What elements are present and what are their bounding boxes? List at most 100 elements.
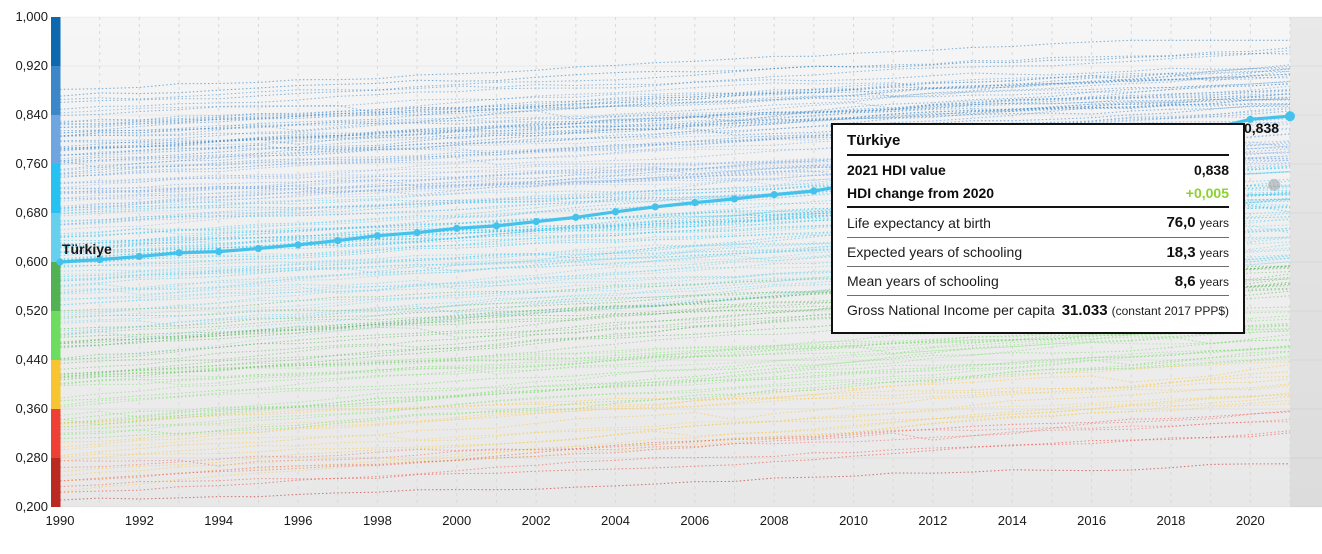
country-line[interactable] bbox=[60, 267, 1290, 360]
country-line[interactable] bbox=[60, 345, 1290, 424]
country-line[interactable] bbox=[60, 350, 1290, 421]
country-line[interactable] bbox=[60, 141, 1290, 226]
country-line[interactable] bbox=[60, 266, 1290, 348]
highlight-series-marker[interactable] bbox=[453, 224, 461, 232]
country-line[interactable] bbox=[60, 378, 1290, 424]
country-line[interactable] bbox=[60, 70, 1290, 138]
country-line[interactable] bbox=[60, 106, 1290, 175]
country-line[interactable] bbox=[60, 430, 1290, 488]
country-line[interactable] bbox=[60, 411, 1290, 482]
country-line[interactable] bbox=[60, 73, 1290, 117]
country-line[interactable] bbox=[60, 159, 1290, 253]
country-line[interactable] bbox=[60, 49, 1290, 110]
country-line[interactable] bbox=[60, 211, 1290, 290]
country-line[interactable] bbox=[60, 277, 1290, 370]
highlight-series-marker[interactable] bbox=[373, 232, 382, 240]
highlight-series-marker[interactable] bbox=[611, 208, 620, 216]
country-line[interactable] bbox=[60, 394, 1290, 462]
country-line[interactable] bbox=[60, 344, 1290, 434]
country-line[interactable] bbox=[60, 219, 1290, 316]
country-line[interactable] bbox=[60, 355, 1290, 435]
country-line[interactable] bbox=[60, 159, 1290, 199]
country-line[interactable] bbox=[60, 393, 1290, 451]
country-line[interactable] bbox=[60, 215, 1290, 294]
country-line[interactable] bbox=[60, 198, 1290, 239]
country-line[interactable] bbox=[60, 93, 1290, 150]
country-line[interactable] bbox=[60, 347, 1290, 426]
country-line[interactable] bbox=[60, 399, 1290, 458]
country-line[interactable] bbox=[60, 421, 1290, 468]
country-line[interactable] bbox=[60, 330, 1290, 376]
country-line[interactable] bbox=[60, 328, 1290, 385]
highlight-series-marker[interactable] bbox=[56, 258, 64, 266]
country-line[interactable] bbox=[60, 364, 1290, 443]
country-line[interactable] bbox=[60, 52, 1290, 97]
country-line[interactable] bbox=[60, 103, 1290, 156]
highlight-series-marker[interactable] bbox=[691, 198, 699, 207]
country-line[interactable] bbox=[60, 261, 1290, 327]
country-line[interactable] bbox=[60, 257, 1290, 349]
highlight-series-marker[interactable] bbox=[532, 217, 540, 226]
country-line[interactable] bbox=[60, 339, 1290, 402]
country-line[interactable] bbox=[60, 271, 1290, 343]
country-line[interactable] bbox=[60, 273, 1290, 364]
country-line[interactable] bbox=[60, 224, 1290, 302]
country-line[interactable] bbox=[60, 152, 1290, 196]
country-line[interactable] bbox=[60, 324, 1290, 418]
country-line[interactable] bbox=[60, 290, 1290, 381]
country-line[interactable] bbox=[60, 93, 1290, 157]
country-line[interactable] bbox=[60, 217, 1290, 296]
country-line[interactable] bbox=[60, 96, 1290, 151]
highlight-series-marker[interactable] bbox=[135, 252, 143, 261]
highlight-series-marker[interactable] bbox=[770, 191, 778, 199]
country-line[interactable] bbox=[60, 249, 1290, 332]
country-line[interactable] bbox=[60, 75, 1290, 114]
highlight-series-marker[interactable] bbox=[254, 244, 262, 253]
country-line[interactable] bbox=[60, 351, 1290, 440]
country-line[interactable] bbox=[60, 157, 1290, 200]
country-line[interactable] bbox=[60, 185, 1290, 256]
country-line[interactable] bbox=[60, 385, 1290, 428]
highlight-series-marker[interactable] bbox=[215, 247, 223, 256]
country-line[interactable] bbox=[60, 329, 1290, 424]
country-line[interactable] bbox=[60, 410, 1290, 482]
country-line[interactable] bbox=[60, 395, 1290, 477]
country-line[interactable] bbox=[60, 361, 1290, 448]
highlight-series-marker[interactable] bbox=[810, 187, 818, 195]
country-line[interactable] bbox=[60, 103, 1290, 140]
country-line[interactable] bbox=[60, 170, 1290, 210]
highlight-series-marker[interactable] bbox=[730, 195, 739, 203]
country-line[interactable] bbox=[60, 64, 1290, 137]
country-line[interactable] bbox=[60, 67, 1290, 101]
country-line[interactable] bbox=[60, 85, 1290, 160]
country-line[interactable] bbox=[60, 327, 1290, 386]
country-line[interactable] bbox=[60, 47, 1290, 103]
country-line[interactable] bbox=[60, 90, 1290, 152]
country-line[interactable] bbox=[60, 371, 1290, 457]
country-line[interactable] bbox=[60, 150, 1290, 217]
highlight-series-marker[interactable] bbox=[413, 229, 421, 237]
country-line[interactable] bbox=[60, 432, 1290, 493]
country-line[interactable] bbox=[60, 346, 1290, 408]
country-line[interactable] bbox=[60, 171, 1290, 211]
country-line[interactable] bbox=[60, 145, 1290, 231]
country-line[interactable] bbox=[60, 357, 1290, 431]
country-line[interactable] bbox=[60, 83, 1290, 126]
highlight-series-marker[interactable] bbox=[175, 249, 183, 257]
country-line[interactable] bbox=[60, 98, 1290, 171]
highlight-series-marker[interactable] bbox=[334, 236, 342, 245]
country-line[interactable] bbox=[60, 67, 1290, 128]
country-line[interactable] bbox=[60, 334, 1290, 428]
country-line[interactable] bbox=[60, 110, 1290, 174]
country-line[interactable] bbox=[60, 80, 1290, 150]
country-line[interactable] bbox=[60, 133, 1290, 213]
highlight-series-marker[interactable] bbox=[492, 222, 501, 230]
country-line[interactable] bbox=[60, 72, 1290, 132]
country-line[interactable] bbox=[60, 276, 1290, 375]
country-line[interactable] bbox=[60, 403, 1290, 493]
highlight-series-marker[interactable] bbox=[1246, 115, 1254, 123]
country-line[interactable] bbox=[60, 243, 1290, 339]
country-line[interactable] bbox=[60, 39, 1290, 90]
country-line[interactable] bbox=[60, 97, 1290, 162]
country-line[interactable] bbox=[60, 285, 1290, 378]
